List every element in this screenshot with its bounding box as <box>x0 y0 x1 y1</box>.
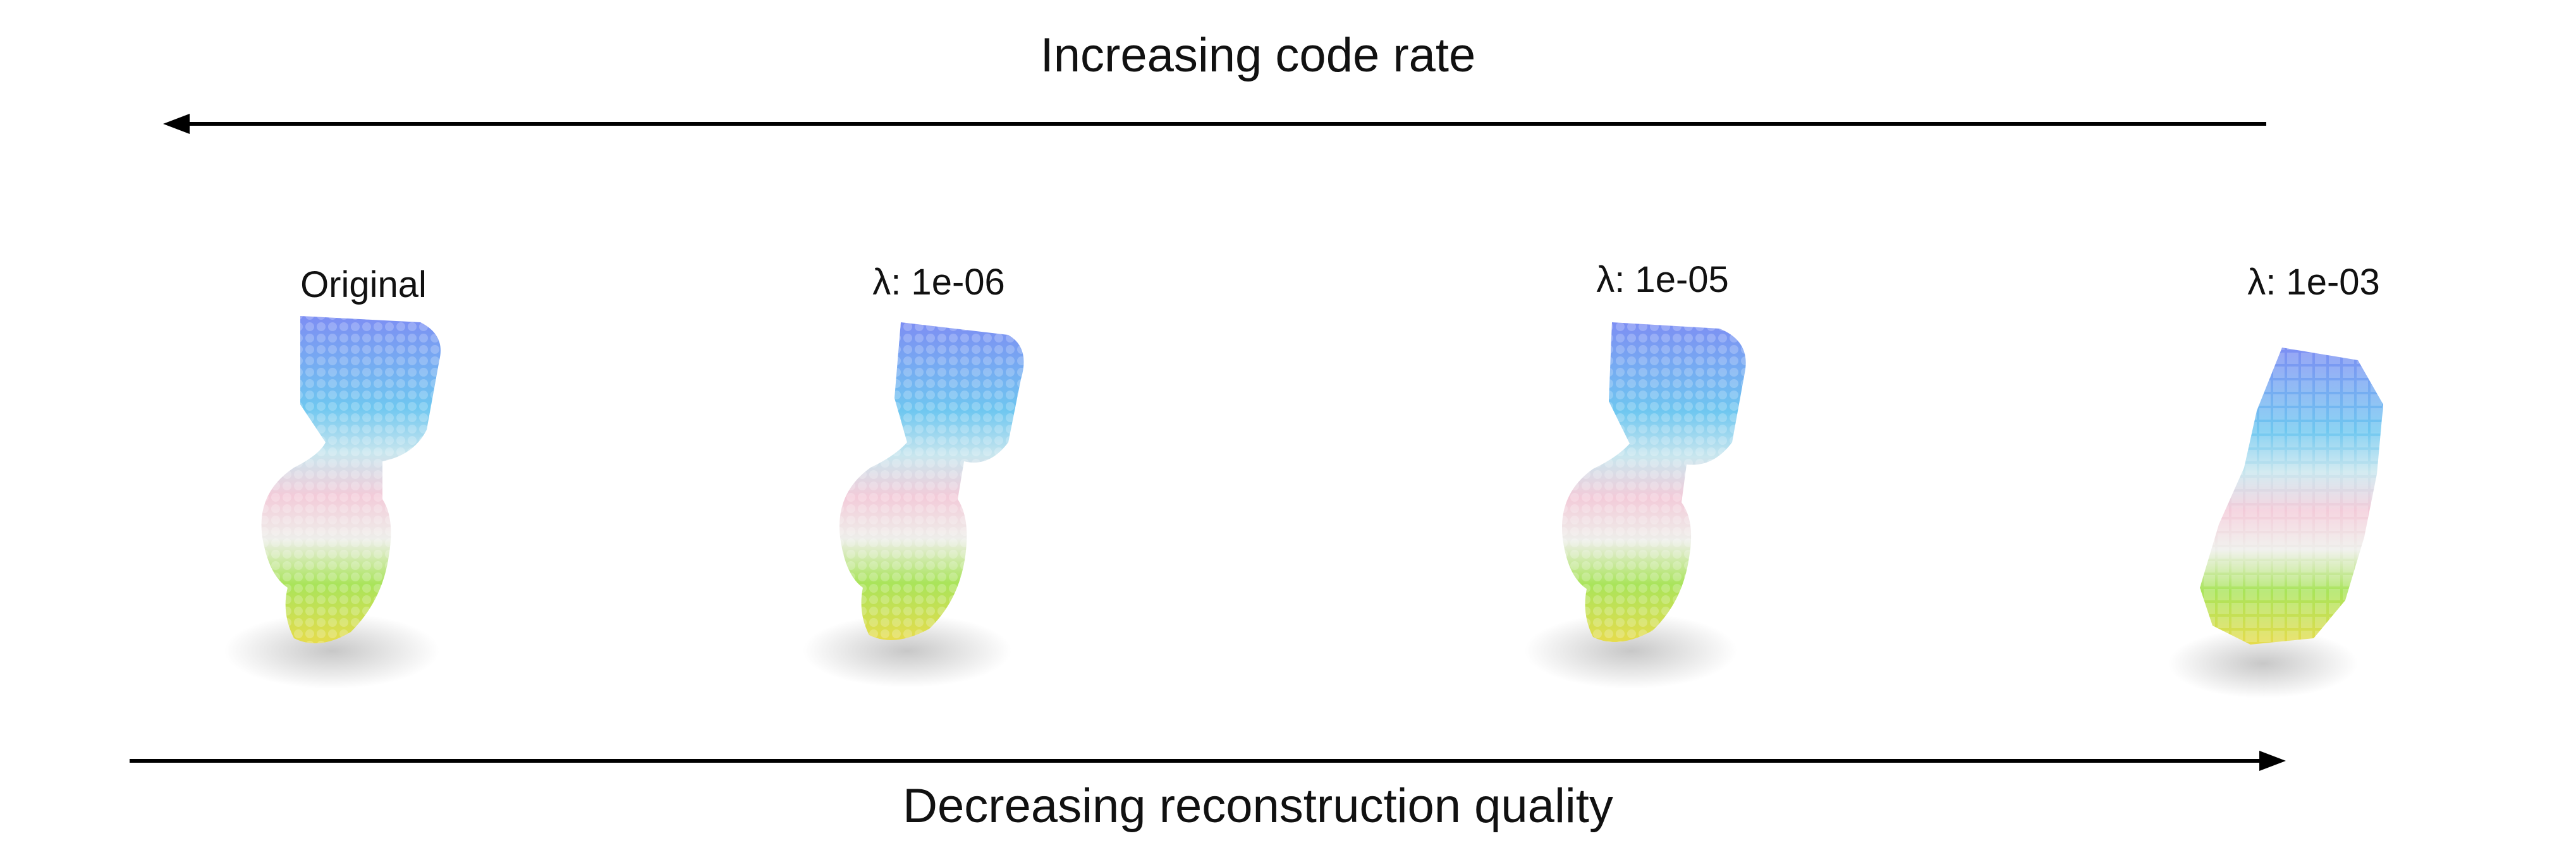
point-cloud-lambda-1e-05 <box>1525 322 1746 689</box>
point-cloud-lambda-1e-03 <box>2168 348 2383 698</box>
panel-label: λ: 1e-06 <box>872 262 1005 303</box>
top-caption: Increasing code rate <box>1040 28 1476 82</box>
point-cloud-original <box>224 316 441 689</box>
panel-lambda-1e-06: λ: 1e-06 <box>800 259 1078 695</box>
panel-lambda-1e-05: λ: 1e-05 <box>1523 259 1802 695</box>
panel-lambda-1e-03: λ: 1e-03 <box>2168 259 2453 698</box>
panel-label: λ: 1e-03 <box>2247 262 2380 303</box>
bottom-caption: Decreasing reconstruction quality <box>903 779 1613 833</box>
panel-original: Original <box>224 259 503 695</box>
panel-label: λ: 1e-05 <box>1596 259 1729 300</box>
left-arrow <box>163 114 2266 134</box>
panel-label: Original <box>300 264 427 305</box>
right-arrow <box>130 751 2286 771</box>
point-cloud-lambda-1e-06 <box>803 322 1024 688</box>
